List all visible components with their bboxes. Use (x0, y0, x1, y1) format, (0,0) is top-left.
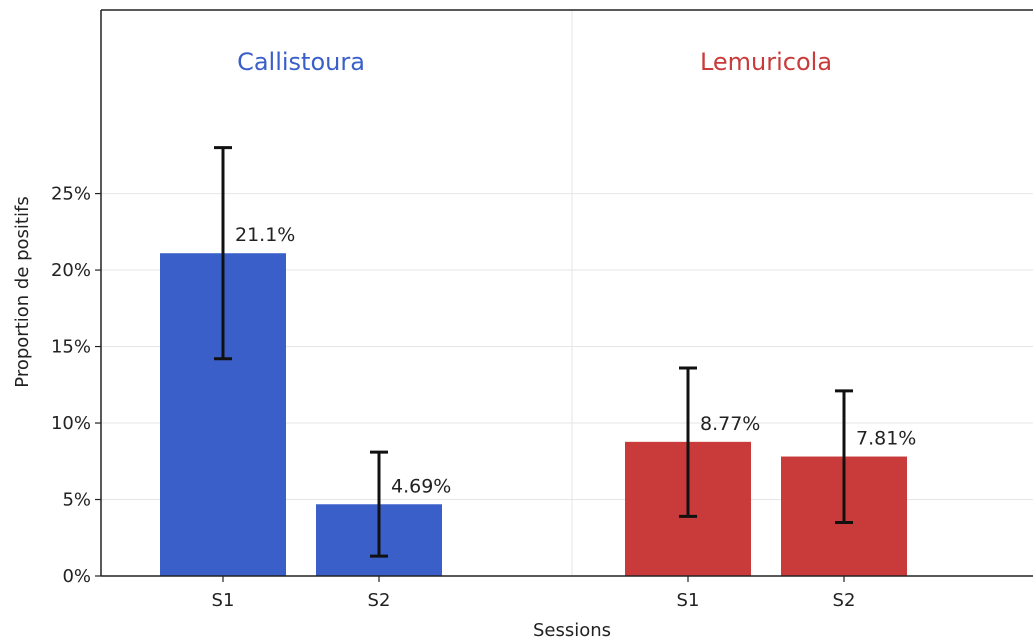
group-title: Callistoura (237, 48, 365, 76)
x-tick-label: S1 (212, 590, 235, 611)
y-tick-label: 15% (51, 337, 91, 358)
x-tick-label: S2 (368, 590, 391, 611)
labels: 0% 5% 10% 15% 20% 25% Callistoura 21.1% S1 4.69% S… (51, 48, 916, 611)
y-tick-label: 20% (51, 260, 91, 281)
axes (95, 9, 1033, 582)
data-label: 7.81% (856, 428, 916, 450)
y-tick-label: 5% (62, 490, 91, 511)
bars (160, 146, 907, 576)
data-label: 8.77% (700, 413, 760, 435)
y-tick-label: 25% (51, 184, 91, 205)
x-tick-label: S1 (677, 590, 700, 611)
y-tick-label: 0% (62, 566, 91, 587)
x-axis-label: Sessions (533, 620, 611, 641)
y-axis-label: Proportion de positifs (12, 196, 33, 387)
group-title: Lemuricola (700, 48, 832, 76)
y-tick-label: 10% (51, 413, 91, 434)
x-tick-label: S2 (833, 590, 856, 611)
data-label: 21.1% (235, 224, 295, 246)
data-label: 4.69% (391, 475, 451, 497)
